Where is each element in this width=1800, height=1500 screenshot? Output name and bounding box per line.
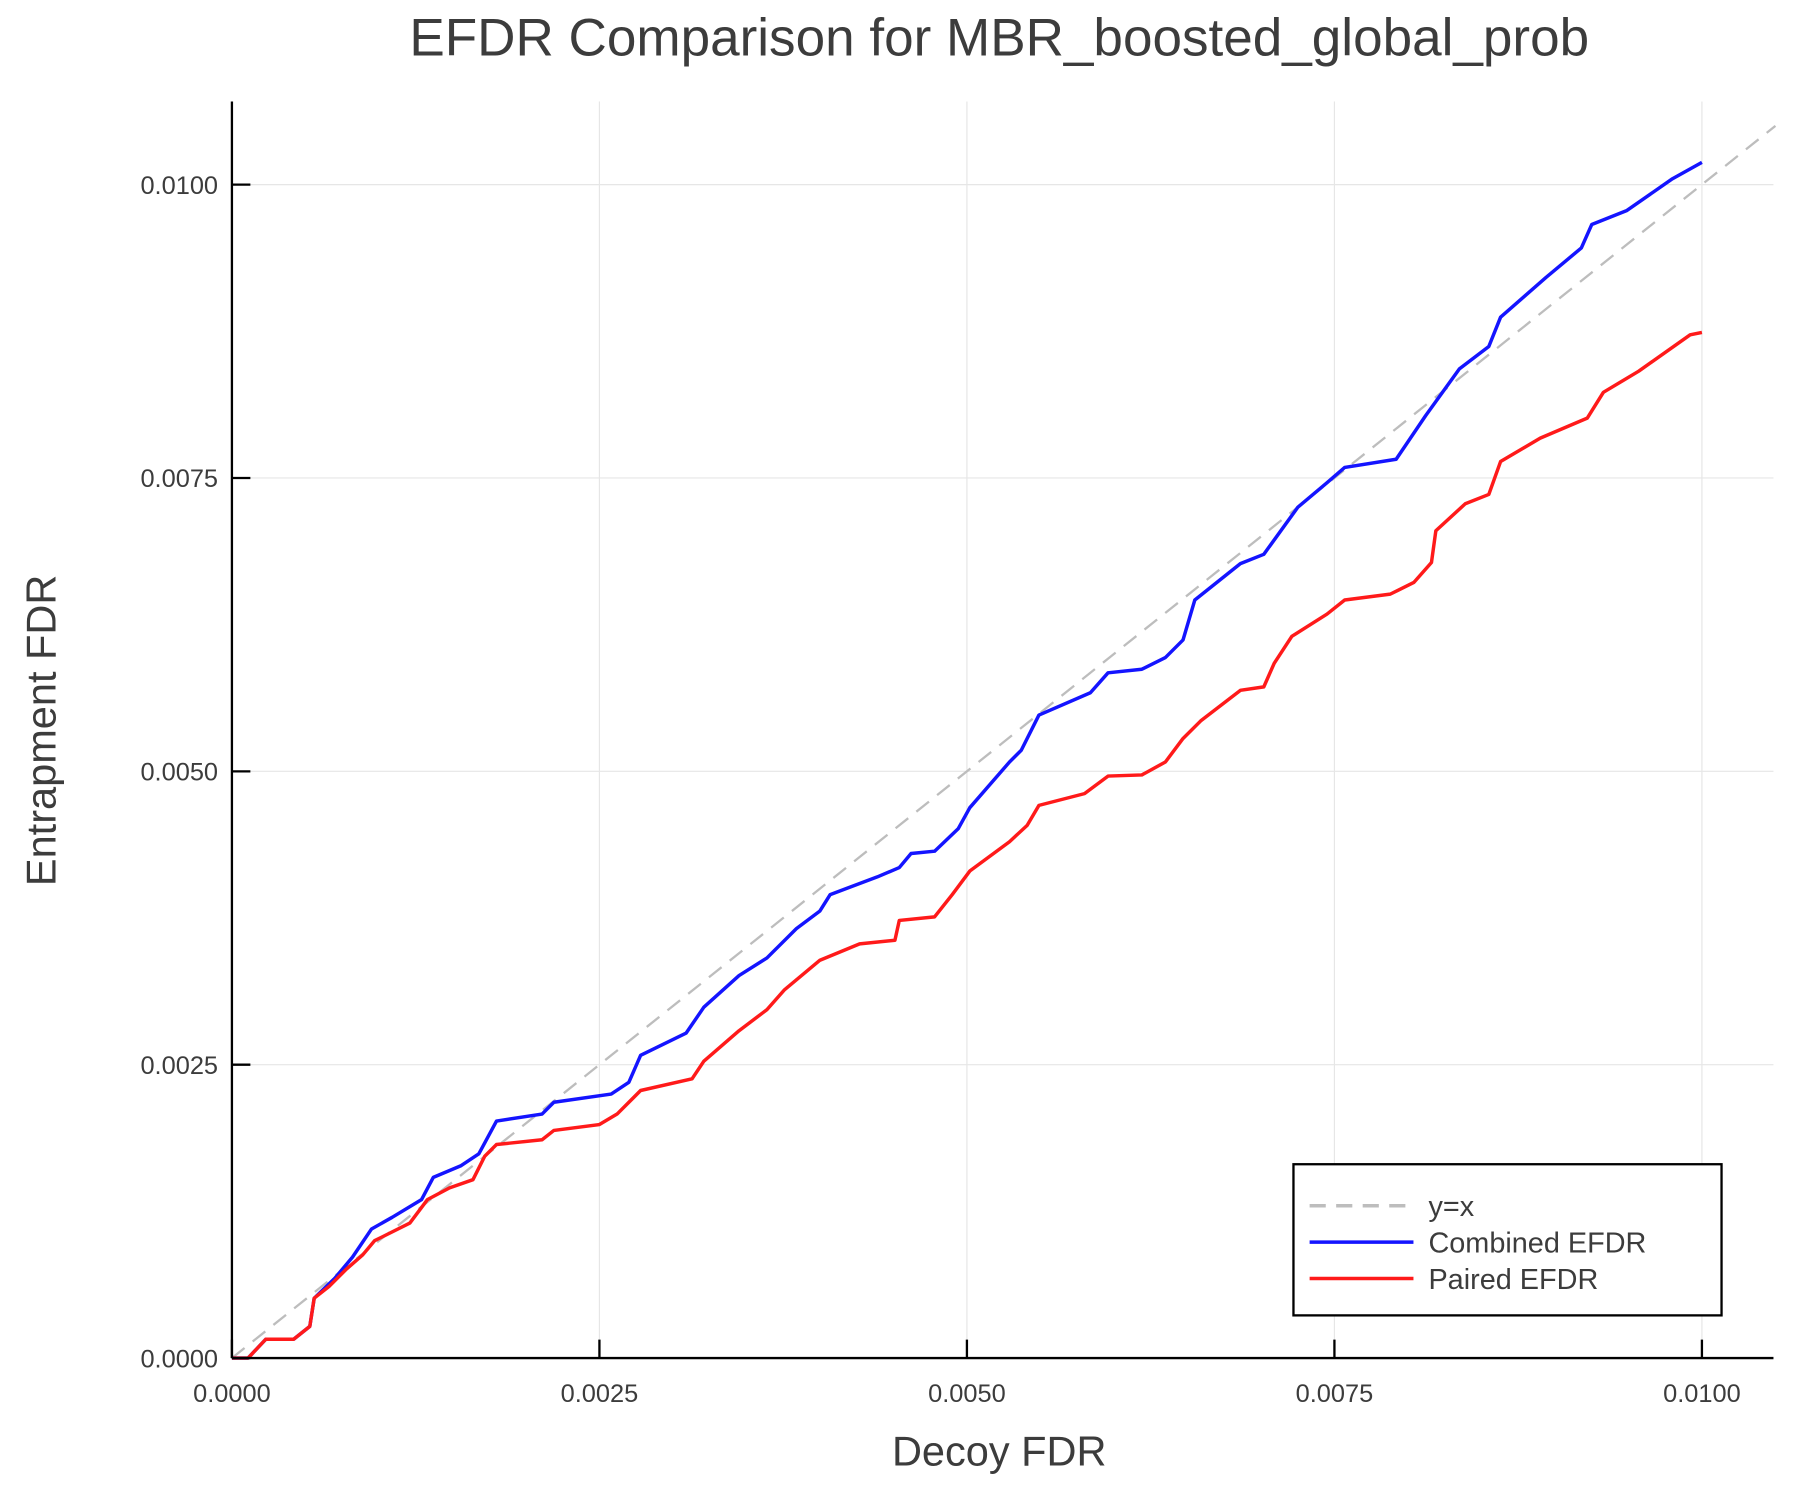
- chart-title: EFDR Comparison for MBR_boosted_global_p…: [409, 8, 1589, 67]
- x-tick-label: 0.0075: [1296, 1380, 1374, 1408]
- x-tick-label: 0.0100: [1663, 1380, 1741, 1408]
- y-axis-label: Entrapment FDR: [17, 575, 64, 886]
- series-line-combined-efdr: [231, 160, 1703, 1360]
- legend-label: Paired EFDR: [1428, 1264, 1598, 1296]
- legend-box: [1292, 1163, 1723, 1317]
- x-tick-label: 0.0025: [561, 1380, 639, 1408]
- series-line-paired-efdr: [231, 330, 1703, 1360]
- x-axis-label: Decoy FDR: [892, 1427, 1107, 1474]
- series-lines: [231, 124, 1777, 1360]
- y-tick-label: 0.0025: [140, 1052, 218, 1080]
- y-tick-label: 0.0000: [140, 1345, 218, 1373]
- legend: y=x Combined EFDR Paired EFDR: [1292, 1163, 1723, 1317]
- y-tick-label: 0.0100: [140, 172, 218, 200]
- y-tick-label: 0.0050: [140, 759, 218, 787]
- x-tick-label: 0.0000: [193, 1380, 271, 1408]
- legend-label: y=x: [1428, 1191, 1474, 1223]
- y-tick-label: 0.0075: [140, 465, 218, 493]
- ticks: 0.0000 0.0025 0.0050 0.0075 0.0100 0.0000 0.00…: [140, 172, 1740, 1408]
- x-tick-label: 0.0050: [928, 1380, 1006, 1408]
- legend-label: Combined EFDR: [1428, 1228, 1646, 1260]
